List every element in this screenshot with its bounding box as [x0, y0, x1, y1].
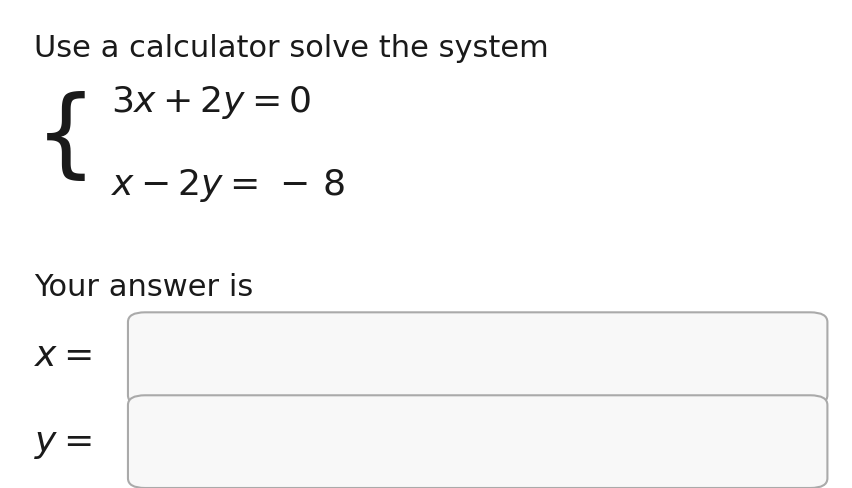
Text: $y =$: $y =$ [34, 427, 92, 461]
Text: $3x + 2y = 0$: $3x + 2y = 0$ [111, 84, 311, 121]
Text: Use a calculator solve the system: Use a calculator solve the system [34, 34, 548, 63]
FancyBboxPatch shape [128, 312, 826, 405]
Text: $x - 2y = \,-\,8$: $x - 2y = \,-\,8$ [111, 167, 344, 204]
Text: $\{$: $\{$ [34, 90, 86, 183]
Text: Your answer is: Your answer is [34, 273, 253, 302]
FancyBboxPatch shape [128, 395, 826, 488]
Text: $x =$: $x =$ [34, 339, 92, 373]
